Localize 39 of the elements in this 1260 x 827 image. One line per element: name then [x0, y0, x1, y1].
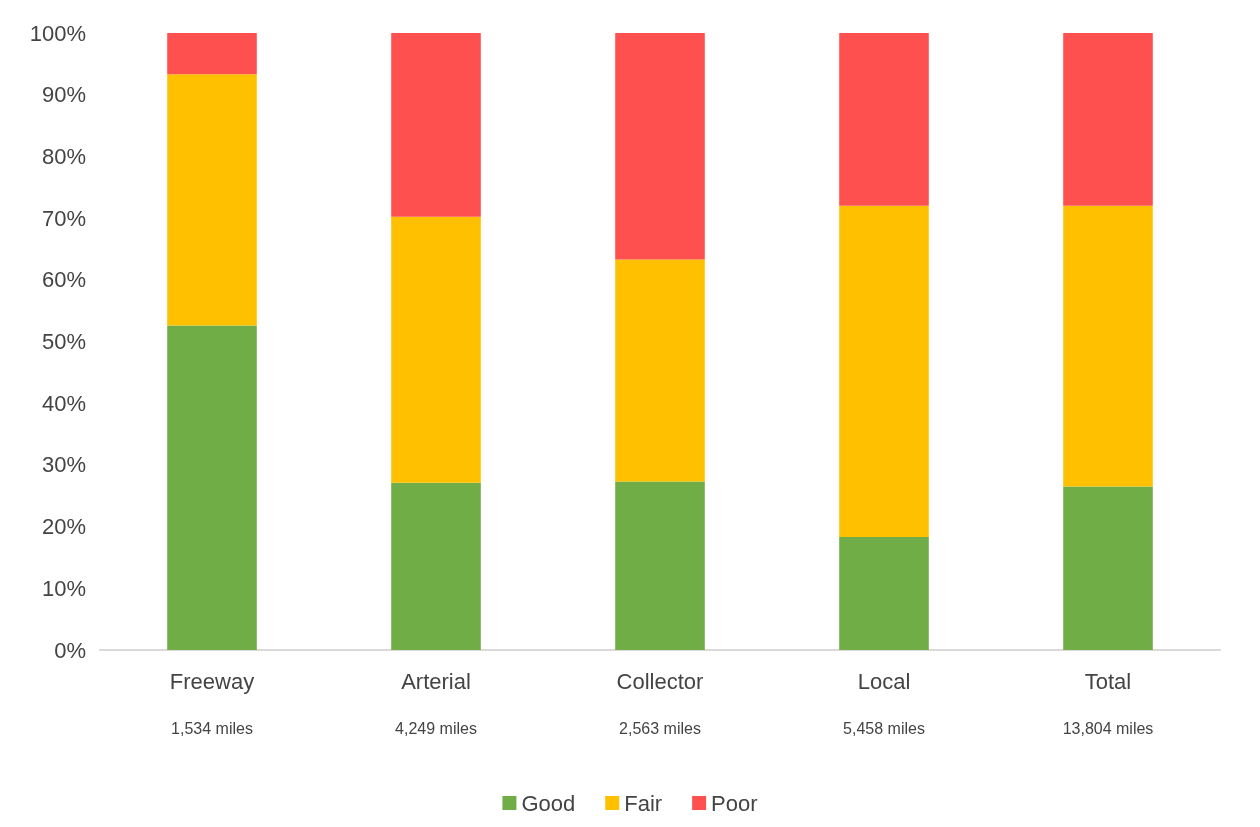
legend-label: Fair	[624, 790, 663, 816]
y-tick-label: 70%	[41, 205, 86, 231]
y-tick-label: 100%	[29, 20, 86, 46]
y-tick-label: 10%	[41, 575, 86, 601]
bar	[391, 33, 481, 217]
bar	[167, 33, 257, 75]
x-tick-label: Local	[857, 668, 911, 694]
legend-label: Good	[521, 790, 576, 816]
y-tick-label: 80%	[41, 143, 86, 169]
bar	[1063, 33, 1153, 206]
bar	[167, 325, 257, 650]
y-tick-label: 30%	[41, 452, 86, 478]
bar	[615, 481, 705, 650]
bar	[839, 537, 929, 650]
text: 1,534 miles	[171, 719, 253, 737]
bar	[839, 205, 929, 538]
bar	[391, 482, 481, 650]
bar	[1063, 486, 1153, 650]
y-tick-label: 20%	[41, 514, 86, 540]
x-tick-label: Collector	[616, 668, 704, 694]
text: 4,249 miles	[395, 719, 477, 737]
y-tick-label: 40%	[41, 390, 86, 416]
x-tick-label: Total	[1084, 668, 1132, 694]
y-tick-label: 50%	[41, 329, 86, 354]
bar	[615, 259, 705, 482]
bar	[1063, 205, 1153, 487]
text: 2,563 miles	[619, 719, 701, 737]
y-tick-label: 90%	[41, 82, 86, 108]
text: 13,804 miles	[1062, 719, 1154, 737]
x-tick-label: Arterial	[401, 668, 471, 694]
bar	[391, 216, 481, 483]
bar	[839, 33, 929, 206]
x-tick-label: Freeway	[169, 668, 255, 694]
legend-label: Poor	[711, 790, 758, 816]
bar	[167, 74, 257, 326]
bar	[615, 33, 705, 260]
text: 5,458 miles	[843, 719, 925, 737]
y-tick-label: 60%	[41, 267, 86, 293]
y-tick-label: 0%	[54, 637, 86, 663]
